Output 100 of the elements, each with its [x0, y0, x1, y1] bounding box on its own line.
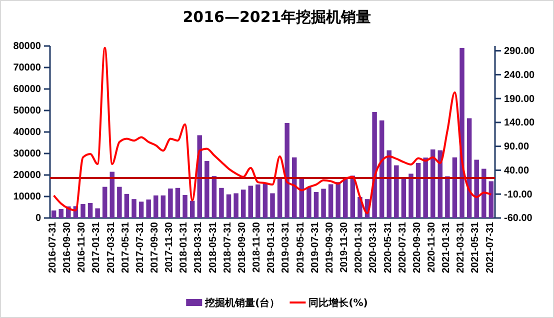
bar: [160, 195, 166, 218]
x-tick-label: 2016-07-31: [47, 222, 58, 274]
bar: [262, 184, 268, 218]
bar: [88, 202, 93, 218]
bar: [445, 176, 450, 218]
bar: [154, 195, 158, 218]
x-tick-label: 2016-11-30: [76, 222, 88, 273]
bar: [474, 160, 479, 218]
x-tick-label: 2019-09-30: [324, 222, 336, 274]
y-tick-label: 10000: [13, 192, 42, 203]
x-tick-label: 2018-09-30: [236, 222, 248, 274]
y-tick-label: 70000: [13, 62, 42, 74]
bar: [234, 193, 238, 218]
x-tick-label: 2020-05-31: [382, 222, 394, 274]
bar: [204, 161, 210, 218]
bar: [423, 158, 428, 218]
y-tick-label: 20000: [13, 170, 42, 182]
chart-title: 2016—2021年挖掘机销量: [182, 8, 372, 26]
x-tick-label: 2016-09-30: [62, 222, 74, 274]
bar: [80, 204, 86, 218]
bar: [488, 181, 494, 218]
bar: [284, 122, 290, 218]
x-tick-label: 2020-09-30: [412, 222, 423, 274]
y2-tick-label: 40.00: [504, 165, 530, 176]
y-tick-label: 0: [35, 213, 42, 224]
x-tick-label: 2018-05-31: [208, 222, 219, 274]
bar: [182, 194, 188, 218]
y-tick-label: 30000: [13, 148, 42, 160]
bar: [219, 188, 224, 218]
y-tick-label: 80000: [13, 41, 42, 52]
bar: [51, 210, 56, 218]
x-tick-label: 2019-11-30: [339, 222, 350, 273]
bar: [138, 202, 144, 218]
y2-tick-label: -10.00: [504, 189, 533, 200]
x-tick-label: 2021-07-31: [484, 222, 496, 274]
bar: [212, 176, 217, 218]
bar: [175, 188, 180, 218]
y-tick-label: 60000: [13, 84, 42, 96]
bar: [124, 194, 130, 218]
bar: [270, 193, 275, 218]
x-tick-label: 2020-01-31: [354, 222, 365, 274]
x-tick-label: 2017-05-31: [120, 222, 132, 274]
x-tick-label: 2021-03-31: [456, 222, 467, 274]
bar: [452, 157, 458, 218]
bar: [394, 165, 399, 218]
bar: [132, 199, 136, 218]
bar: [110, 172, 115, 218]
bar: [95, 208, 100, 218]
bar: [168, 188, 173, 218]
y2-tick-label: -60.00: [504, 213, 533, 224]
bar: [328, 184, 334, 218]
bar: [306, 187, 312, 218]
bar: [482, 168, 486, 218]
bar: [408, 174, 414, 218]
y2-tick-label: 90.00: [504, 142, 530, 153]
legend-label: 同比增长(%): [308, 297, 368, 309]
bar: [277, 178, 282, 218]
bar: [240, 190, 246, 218]
x-tick-label: 2017-09-30: [150, 222, 161, 274]
bar: [146, 200, 151, 218]
y2-tick-label: 240.00: [504, 70, 536, 81]
x-tick-label: 2019-07-31: [310, 222, 321, 274]
bar: [401, 178, 406, 218]
x-tick-label: 2019-05-31: [295, 222, 306, 274]
bar: [336, 182, 340, 218]
x-tick-label: 2020-11-30: [426, 222, 438, 273]
bar: [321, 188, 326, 218]
x-tick-label: 2020-07-31: [397, 222, 408, 274]
x-tick-label: 2017-11-30: [164, 222, 176, 273]
x-tick-label: 2021-05-31: [470, 222, 482, 274]
bar: [190, 200, 195, 218]
y2-tick-label: 290.00: [504, 46, 536, 57]
x-tick-label: 2019-01-31: [266, 222, 278, 274]
y-tick-label: 50000: [13, 106, 42, 117]
bar: [58, 208, 64, 218]
bar: [379, 120, 384, 218]
bar: [102, 186, 108, 218]
x-tick-label: 2018-01-31: [178, 222, 190, 274]
bar: [372, 112, 377, 218]
x-tick-label: 2017-03-31: [106, 222, 117, 274]
bar: [343, 176, 348, 218]
y2-tick-label: 190.00: [504, 94, 536, 105]
bar: [117, 186, 122, 218]
x-tick-label: 2018-03-31: [193, 222, 204, 274]
x-tick-label: 2018-07-31: [222, 222, 234, 274]
y2-tick-label: 140.00: [504, 118, 536, 129]
x-tick-label: 2018-11-30: [252, 222, 263, 273]
y-tick-label: 40000: [13, 127, 42, 138]
line-series: [52, 46, 492, 214]
bar: [226, 194, 232, 218]
x-tick-label: 2019-03-31: [280, 222, 292, 274]
legend-label: 挖掘机销量(台）: [204, 297, 280, 309]
bar: [256, 184, 260, 218]
x-tick-label: 2017-01-31: [91, 222, 102, 274]
bar: [248, 186, 253, 218]
x-tick-label: 2021-01-31: [441, 222, 452, 274]
x-tick-label: 2020-03-31: [368, 222, 380, 274]
x-tick-label: 2017-07-31: [134, 222, 146, 274]
bar: [416, 162, 421, 218]
bar: [314, 192, 319, 218]
